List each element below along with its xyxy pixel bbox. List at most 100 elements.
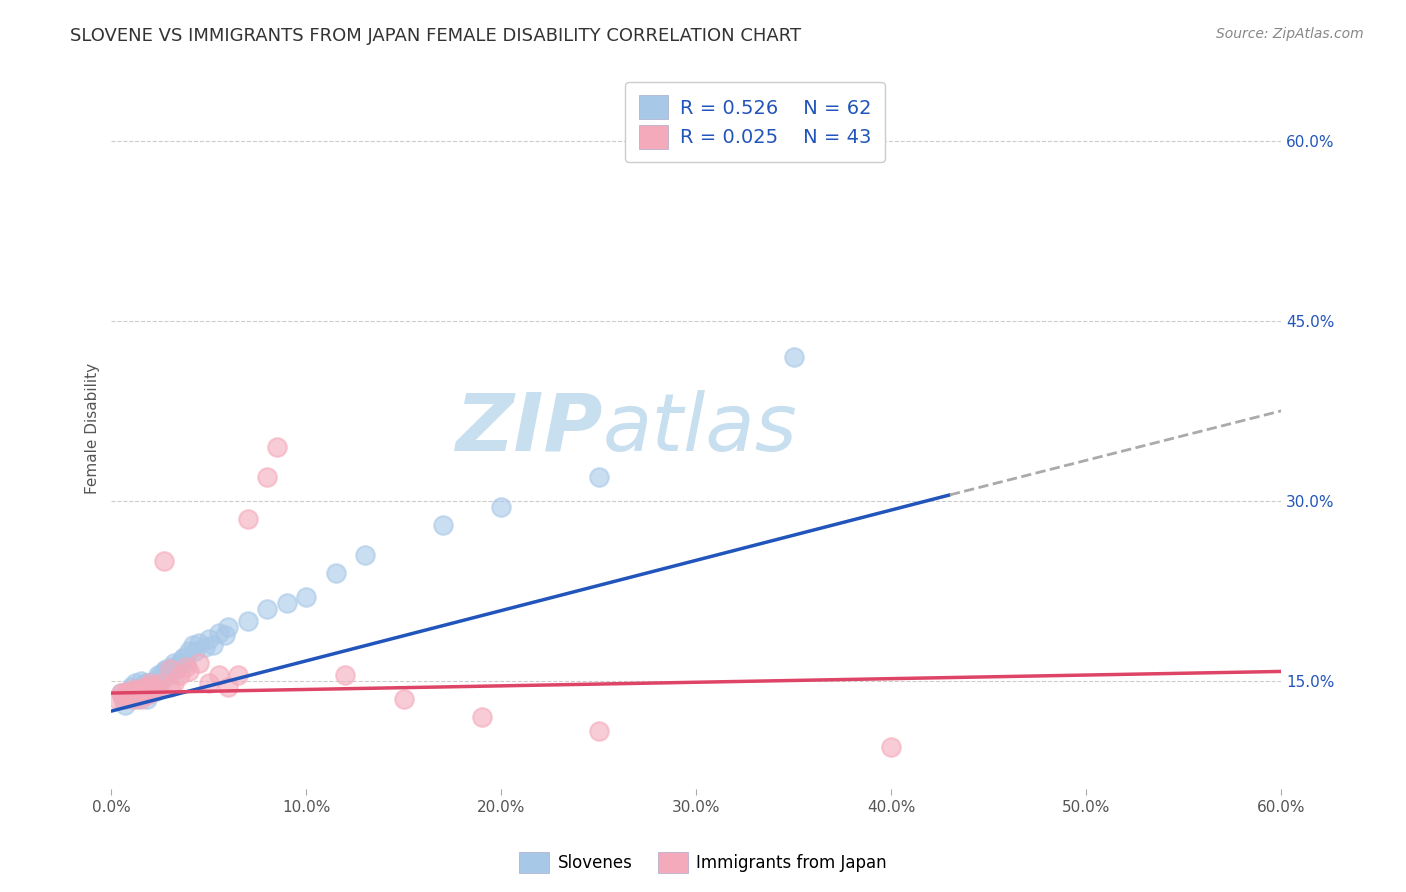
Text: Source: ZipAtlas.com: Source: ZipAtlas.com [1216, 27, 1364, 41]
Point [179, 665, 201, 679]
Point [128, 686, 150, 700]
Point [588, 470, 610, 484]
Point [208, 626, 231, 640]
Legend: R = 0.526    N = 62, R = 0.025    N = 43: R = 0.526 N = 62, R = 0.025 N = 43 [626, 82, 884, 162]
Point [163, 676, 186, 690]
Point [125, 692, 148, 706]
Point [198, 632, 221, 646]
Point [169, 656, 191, 670]
Point [143, 674, 166, 689]
Point [156, 665, 179, 679]
Point [184, 644, 207, 658]
Point [217, 680, 239, 694]
Point [392, 692, 415, 706]
Point [208, 668, 231, 682]
Point [295, 590, 318, 604]
Point [150, 672, 173, 686]
Point [354, 548, 377, 562]
Point [160, 659, 183, 673]
Point [131, 689, 153, 703]
Point [125, 683, 148, 698]
Point [124, 676, 146, 690]
Point [131, 681, 153, 696]
Point [139, 680, 162, 694]
Point [141, 678, 163, 692]
Point [201, 638, 224, 652]
Point [112, 692, 135, 706]
Point [143, 680, 166, 694]
Point [188, 656, 211, 670]
Point [129, 680, 152, 694]
Point [145, 683, 167, 698]
Point [236, 614, 259, 628]
Point [588, 724, 610, 739]
Point [149, 676, 172, 690]
Text: ZIP: ZIP [456, 390, 603, 467]
Point [135, 683, 157, 698]
Point [134, 680, 156, 694]
Point [174, 659, 197, 673]
Text: atlas: atlas [603, 390, 797, 467]
Point [217, 620, 239, 634]
Legend: Slovenes, Immigrants from Japan: Slovenes, Immigrants from Japan [513, 846, 893, 880]
Point [143, 683, 166, 698]
Point [181, 638, 204, 652]
Point [163, 656, 186, 670]
Point [159, 668, 181, 682]
Point [153, 554, 176, 568]
Point [121, 689, 143, 703]
Point [170, 652, 193, 666]
Point [138, 686, 160, 700]
Point [118, 683, 141, 698]
Point [783, 350, 806, 364]
Point [173, 650, 195, 665]
Point [129, 692, 152, 706]
Point [266, 440, 288, 454]
Point [188, 635, 211, 649]
Point [135, 689, 157, 703]
Y-axis label: Female Disability: Female Disability [86, 363, 100, 494]
Point [179, 644, 201, 658]
Point [110, 686, 132, 700]
Point [335, 668, 357, 682]
Point [115, 689, 138, 703]
Point [114, 686, 136, 700]
Point [432, 517, 454, 532]
Point [159, 680, 181, 694]
Point [120, 686, 142, 700]
Text: SLOVENE VS IMMIGRANTS FROM JAPAN FEMALE DISABILITY CORRELATION CHART: SLOVENE VS IMMIGRANTS FROM JAPAN FEMALE … [70, 27, 801, 45]
Point [153, 665, 176, 679]
Point [139, 680, 162, 694]
Point [134, 676, 156, 690]
Point [129, 686, 152, 700]
Point [226, 668, 249, 682]
Point [149, 668, 172, 682]
Point [141, 683, 163, 698]
Point [145, 680, 167, 694]
Point [120, 686, 142, 700]
Point [174, 656, 197, 670]
Point [256, 602, 278, 616]
Point [165, 662, 187, 676]
Point [236, 512, 259, 526]
Point [131, 682, 153, 697]
Point [194, 640, 217, 655]
Point [169, 668, 191, 682]
Point [148, 668, 170, 682]
Point [105, 692, 128, 706]
Point [124, 682, 146, 697]
Point [325, 566, 347, 580]
Point [121, 692, 143, 706]
Point [155, 668, 177, 682]
Point [124, 683, 146, 698]
Point [138, 676, 160, 690]
Point [214, 628, 236, 642]
Point [198, 676, 221, 690]
Point [491, 500, 513, 514]
Point [120, 680, 142, 694]
Point [124, 689, 146, 703]
Point [135, 692, 157, 706]
Point [276, 596, 298, 610]
Point [471, 710, 494, 724]
Point [139, 676, 162, 690]
